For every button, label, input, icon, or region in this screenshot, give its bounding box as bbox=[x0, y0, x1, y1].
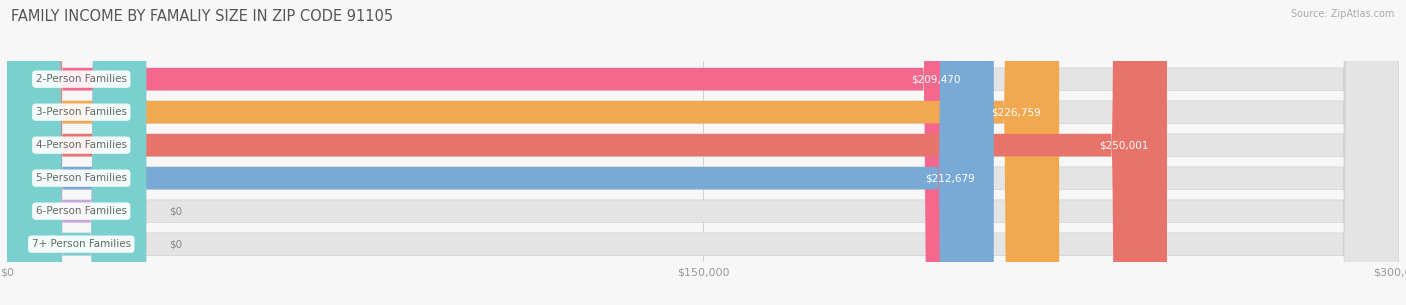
Text: $209,470: $209,470 bbox=[911, 74, 960, 84]
Text: $0: $0 bbox=[170, 239, 183, 249]
Text: 6-Person Families: 6-Person Families bbox=[35, 206, 127, 216]
FancyBboxPatch shape bbox=[7, 0, 1399, 305]
FancyBboxPatch shape bbox=[7, 0, 979, 305]
FancyBboxPatch shape bbox=[7, 0, 146, 305]
Text: $226,759: $226,759 bbox=[991, 107, 1040, 117]
FancyBboxPatch shape bbox=[7, 0, 1059, 305]
Text: 2-Person Families: 2-Person Families bbox=[35, 74, 127, 84]
FancyBboxPatch shape bbox=[7, 0, 1167, 305]
FancyBboxPatch shape bbox=[7, 0, 1399, 305]
FancyBboxPatch shape bbox=[7, 0, 1399, 305]
FancyBboxPatch shape bbox=[7, 0, 1399, 305]
Text: 4-Person Families: 4-Person Families bbox=[35, 140, 127, 150]
Text: Source: ZipAtlas.com: Source: ZipAtlas.com bbox=[1291, 9, 1395, 19]
FancyBboxPatch shape bbox=[7, 0, 1399, 305]
Text: 7+ Person Families: 7+ Person Families bbox=[32, 239, 131, 249]
Text: 3-Person Families: 3-Person Families bbox=[35, 107, 127, 117]
Text: $250,001: $250,001 bbox=[1099, 140, 1149, 150]
Text: $212,679: $212,679 bbox=[925, 173, 976, 183]
FancyBboxPatch shape bbox=[7, 0, 994, 305]
Text: FAMILY INCOME BY FAMALIY SIZE IN ZIP CODE 91105: FAMILY INCOME BY FAMALIY SIZE IN ZIP COD… bbox=[11, 9, 394, 24]
Text: 5-Person Families: 5-Person Families bbox=[35, 173, 127, 183]
FancyBboxPatch shape bbox=[7, 0, 1399, 305]
Text: $0: $0 bbox=[170, 206, 183, 216]
FancyBboxPatch shape bbox=[7, 0, 146, 305]
